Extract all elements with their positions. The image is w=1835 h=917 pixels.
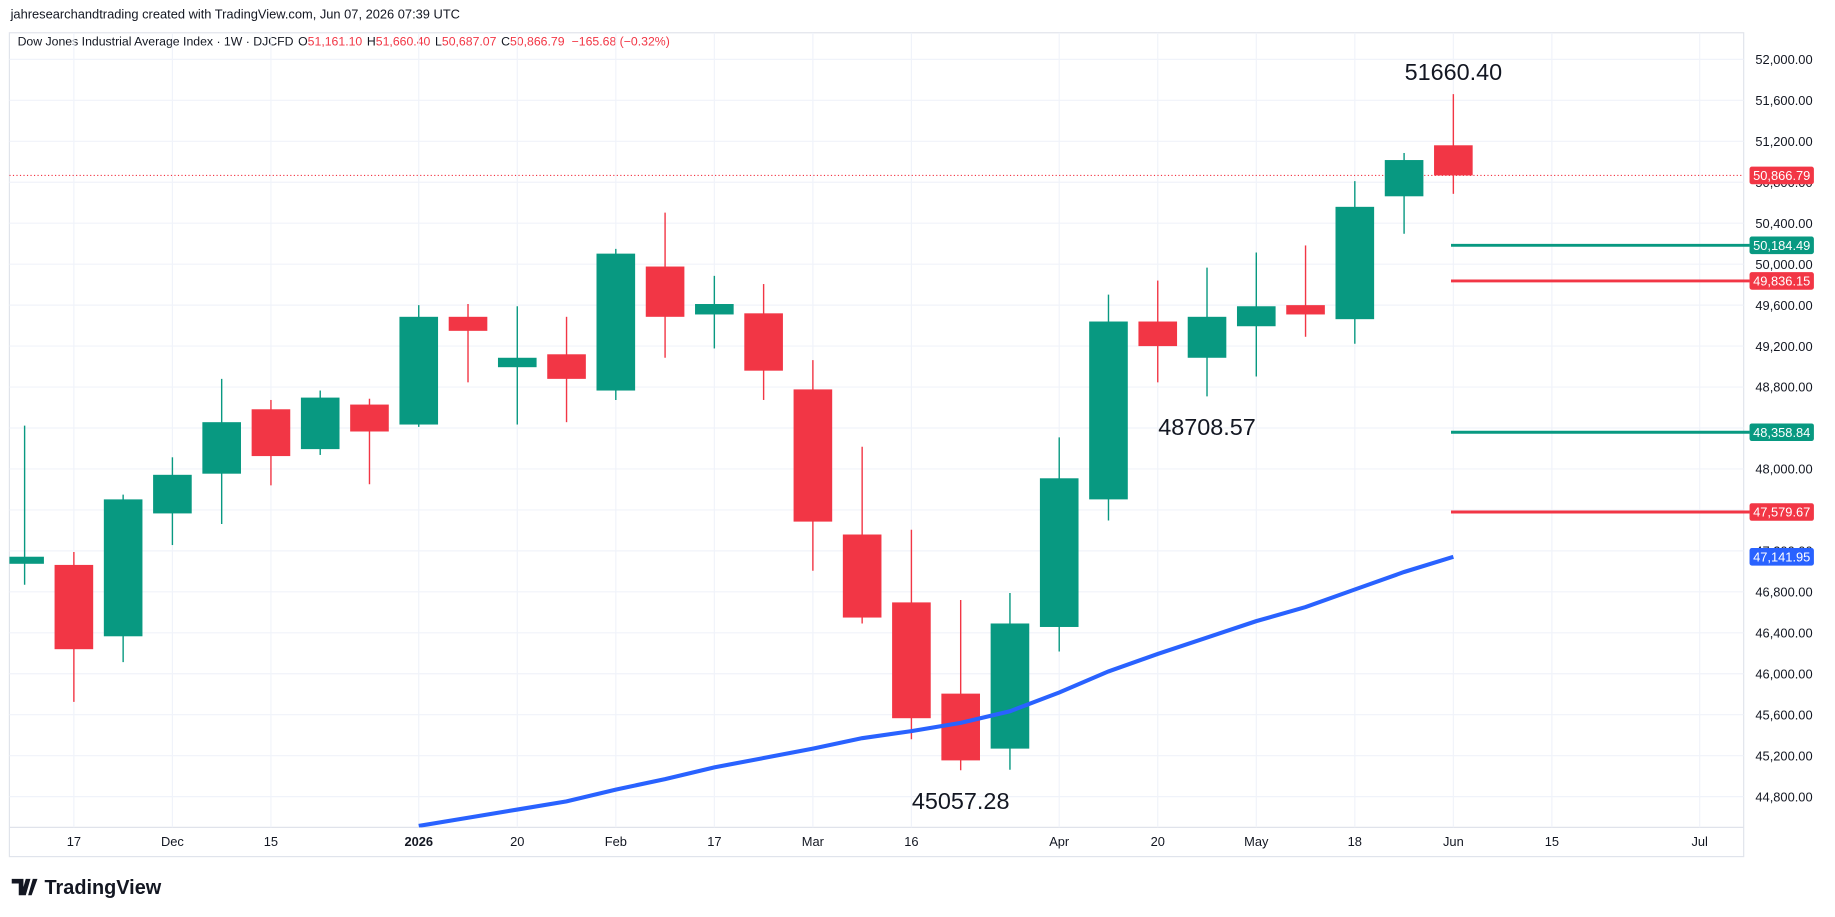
- candle-body: [1236, 306, 1276, 327]
- level-tag: [1749, 503, 1814, 521]
- x-tick-label: Apr: [1049, 834, 1070, 849]
- candle-body: [1039, 478, 1079, 627]
- candle-body: [350, 404, 389, 432]
- level-tag: [1749, 423, 1814, 442]
- level-tag-label: 47,579.67: [1753, 505, 1810, 520]
- x-tick-label: 16: [904, 834, 918, 849]
- x-tick-label: 18: [1348, 834, 1362, 849]
- candle-body: [251, 409, 291, 457]
- candle-body: [448, 316, 488, 331]
- candle-body: [1434, 145, 1473, 176]
- y-tick-label: 52,000.00: [1755, 52, 1812, 67]
- last-price-tag: [1749, 166, 1814, 185]
- attribution: jahresearchandtrading created with Tradi…: [10, 7, 460, 22]
- y-tick-label: 50,000.00: [1755, 257, 1812, 272]
- level-tag-label: 49,836.15: [1753, 274, 1810, 289]
- close-label: C: [501, 35, 510, 49]
- candle-body: [153, 474, 192, 514]
- x-tick-label: Mar: [802, 834, 825, 849]
- x-tick-label: Jun: [1443, 834, 1464, 849]
- x-tick-label: May: [1244, 834, 1269, 849]
- high-label: H: [367, 35, 376, 49]
- y-tick-label: 49,200.00: [1755, 339, 1812, 354]
- candle-body: [1187, 316, 1227, 358]
- candle-body: [645, 266, 685, 317]
- annotation: 48708.57: [1158, 414, 1256, 440]
- annotation: 45057.28: [912, 788, 1010, 814]
- candle-body: [793, 389, 833, 522]
- last-price-tag-label: 50,866.79: [1753, 168, 1810, 183]
- x-tick-label: Jul: [1691, 834, 1707, 849]
- level-tag-label: 48,358.84: [1753, 425, 1810, 440]
- candle-body: [744, 313, 783, 371]
- level-tag: [1749, 236, 1814, 255]
- close-value: 50,866.79: [510, 35, 565, 49]
- y-tick-label: 48,000.00: [1755, 462, 1812, 477]
- low-label: L: [435, 35, 442, 49]
- y-tick-label: 51,600.00: [1755, 93, 1812, 108]
- candle-body: [1384, 160, 1424, 197]
- y-tick-label: 50,400.00: [1755, 216, 1812, 231]
- candle-body: [596, 253, 636, 391]
- moving-average-tag-label: 47,141.95: [1753, 550, 1810, 565]
- y-tick-label: 48,800.00: [1755, 380, 1812, 395]
- candle-body: [202, 422, 241, 474]
- candle-body: [1138, 321, 1178, 347]
- x-tick-label: 20: [510, 834, 524, 849]
- x-tick-label: 15: [264, 834, 278, 849]
- y-tick-label: 44,800.00: [1755, 789, 1812, 804]
- candle-body: [842, 534, 882, 618]
- high-value: 51,660.40: [376, 35, 431, 49]
- y-tick-label: 51,200.00: [1755, 134, 1812, 149]
- symbol: Dow Jones Industrial Average Index · 1W …: [18, 35, 294, 49]
- level-tag-label: 50,184.49: [1753, 238, 1810, 253]
- chart-frame: [8, 32, 1745, 858]
- y-tick-label: 46,800.00: [1755, 585, 1812, 600]
- candle-body: [547, 354, 586, 379]
- level-tag: [1749, 272, 1814, 290]
- candle-body: [892, 602, 931, 719]
- y-tick-label: 45,600.00: [1755, 707, 1812, 722]
- moving-average: [418, 554, 1454, 828]
- candle-body: [1089, 321, 1128, 500]
- candle-body: [54, 564, 94, 650]
- y-tick-label: 45,200.00: [1755, 748, 1812, 763]
- x-tick-label: 15: [1545, 834, 1559, 849]
- x-tick-label: Dec: [161, 834, 184, 849]
- x-tick-label: 17: [707, 834, 721, 849]
- brand: TradingView: [45, 877, 162, 899]
- y-tick-label: 49,600.00: [1755, 298, 1812, 313]
- x-tick-label: 17: [67, 834, 81, 849]
- y-tick-label: 46,000.00: [1755, 666, 1812, 681]
- moving-average-tag: [1749, 548, 1814, 566]
- plot: [9, 32, 1744, 828]
- annotation: 51660.40: [1405, 59, 1503, 85]
- candle-body: [497, 357, 537, 368]
- candle-body: [1286, 305, 1325, 315]
- candle-body: [695, 304, 734, 315]
- low-value: 50,687.07: [442, 35, 497, 49]
- legend: Dow Jones Industrial Average Index · 1W …: [18, 35, 670, 49]
- x-tick-label: Feb: [605, 834, 627, 849]
- x-tick-label: 2026: [404, 834, 433, 849]
- logo-mark: [11, 878, 38, 896]
- candle-body: [990, 623, 1030, 749]
- x-tick-label: 20: [1151, 834, 1165, 849]
- open-label: O: [298, 35, 308, 49]
- candle-body: [9, 556, 44, 564]
- logo: TradingView: [11, 877, 162, 899]
- change: −165.68 (−0.32%): [572, 35, 670, 49]
- open-value: 51,161.10: [308, 35, 363, 49]
- y-tick-label: 46,400.00: [1755, 625, 1812, 640]
- candle-body: [103, 499, 143, 637]
- candle-body: [1335, 206, 1375, 320]
- candle-body: [300, 397, 340, 450]
- candle-body: [399, 316, 439, 425]
